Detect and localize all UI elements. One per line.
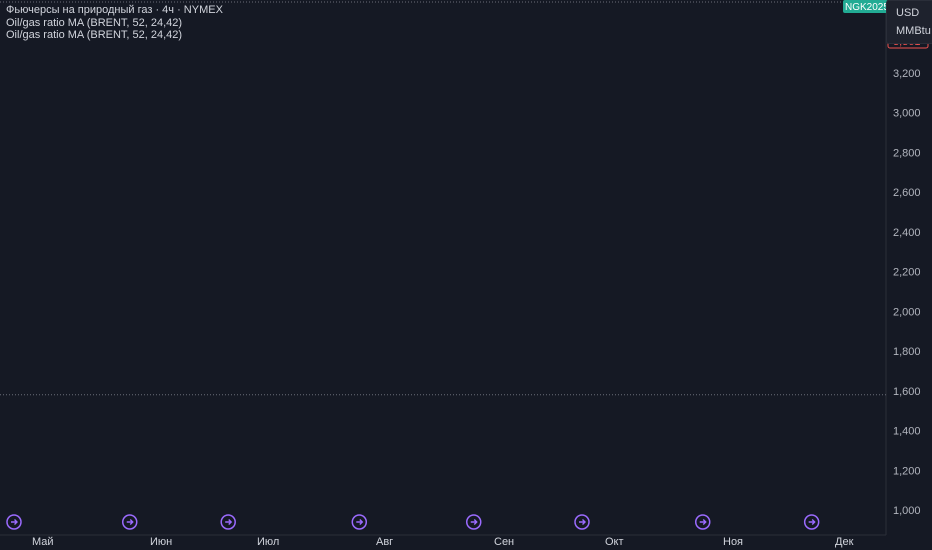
- y-tick-label: 1,200: [893, 465, 921, 477]
- symbol-tag-box: [843, 0, 888, 13]
- chart-title: Фьючерсы на природный газ · 4ч · NYMEX: [6, 4, 223, 16]
- y-tick-label: 1,000: [893, 505, 921, 517]
- symbol-tag-label: NGK2025: [845, 2, 889, 13]
- currency-unit-menu[interactable]: USD MMBtu: [886, 0, 932, 44]
- event-marker-arrow: [808, 519, 816, 525]
- indicator-label-1[interactable]: Oil/gas ratio MA (BRENT, 52, 24,42): [6, 16, 183, 29]
- y-tick-label: 2,800: [893, 147, 921, 159]
- y-tick-label: 1,800: [893, 346, 921, 358]
- x-month-label: Май: [32, 536, 54, 548]
- x-month-label: Авг: [376, 536, 393, 548]
- event-marker-arrow: [126, 519, 134, 525]
- x-month-label: Июн: [150, 536, 172, 548]
- indicator-label-2[interactable]: Oil/gas ratio MA (BRENT, 52, 24,42): [6, 29, 183, 41]
- event-marker-arrow: [356, 519, 364, 525]
- y-tick-label: 1,600: [893, 386, 921, 398]
- y-tick-label: 3,200: [893, 68, 921, 80]
- event-marker-arrow: [11, 519, 18, 525]
- chart-legend: Фьючерсы на природный газ · 4ч · NYMEX O…: [6, 4, 223, 42]
- event-marker-arrow: [579, 519, 586, 525]
- y-tick-label: 2,600: [893, 187, 921, 199]
- unit-option[interactable]: MMBtu: [896, 25, 931, 37]
- y-tick-label: 2,400: [893, 227, 921, 239]
- event-marker-arrow: [470, 519, 478, 525]
- x-month-label: Дек: [835, 536, 854, 548]
- y-tick-label: 2,200: [893, 267, 921, 279]
- x-month-label: Окт: [605, 536, 624, 548]
- x-month-label: Сен: [494, 536, 514, 548]
- event-marker-arrow: [225, 519, 233, 525]
- x-month-label: Июл: [257, 536, 279, 548]
- event-marker-arrow: [699, 519, 707, 525]
- y-tick-label: 3,000: [893, 108, 921, 120]
- y-tick-label: 2,000: [893, 306, 921, 318]
- currency-option[interactable]: USD: [896, 7, 920, 19]
- x-month-label: Ноя: [723, 536, 743, 548]
- y-tick-label: 1,400: [893, 426, 921, 438]
